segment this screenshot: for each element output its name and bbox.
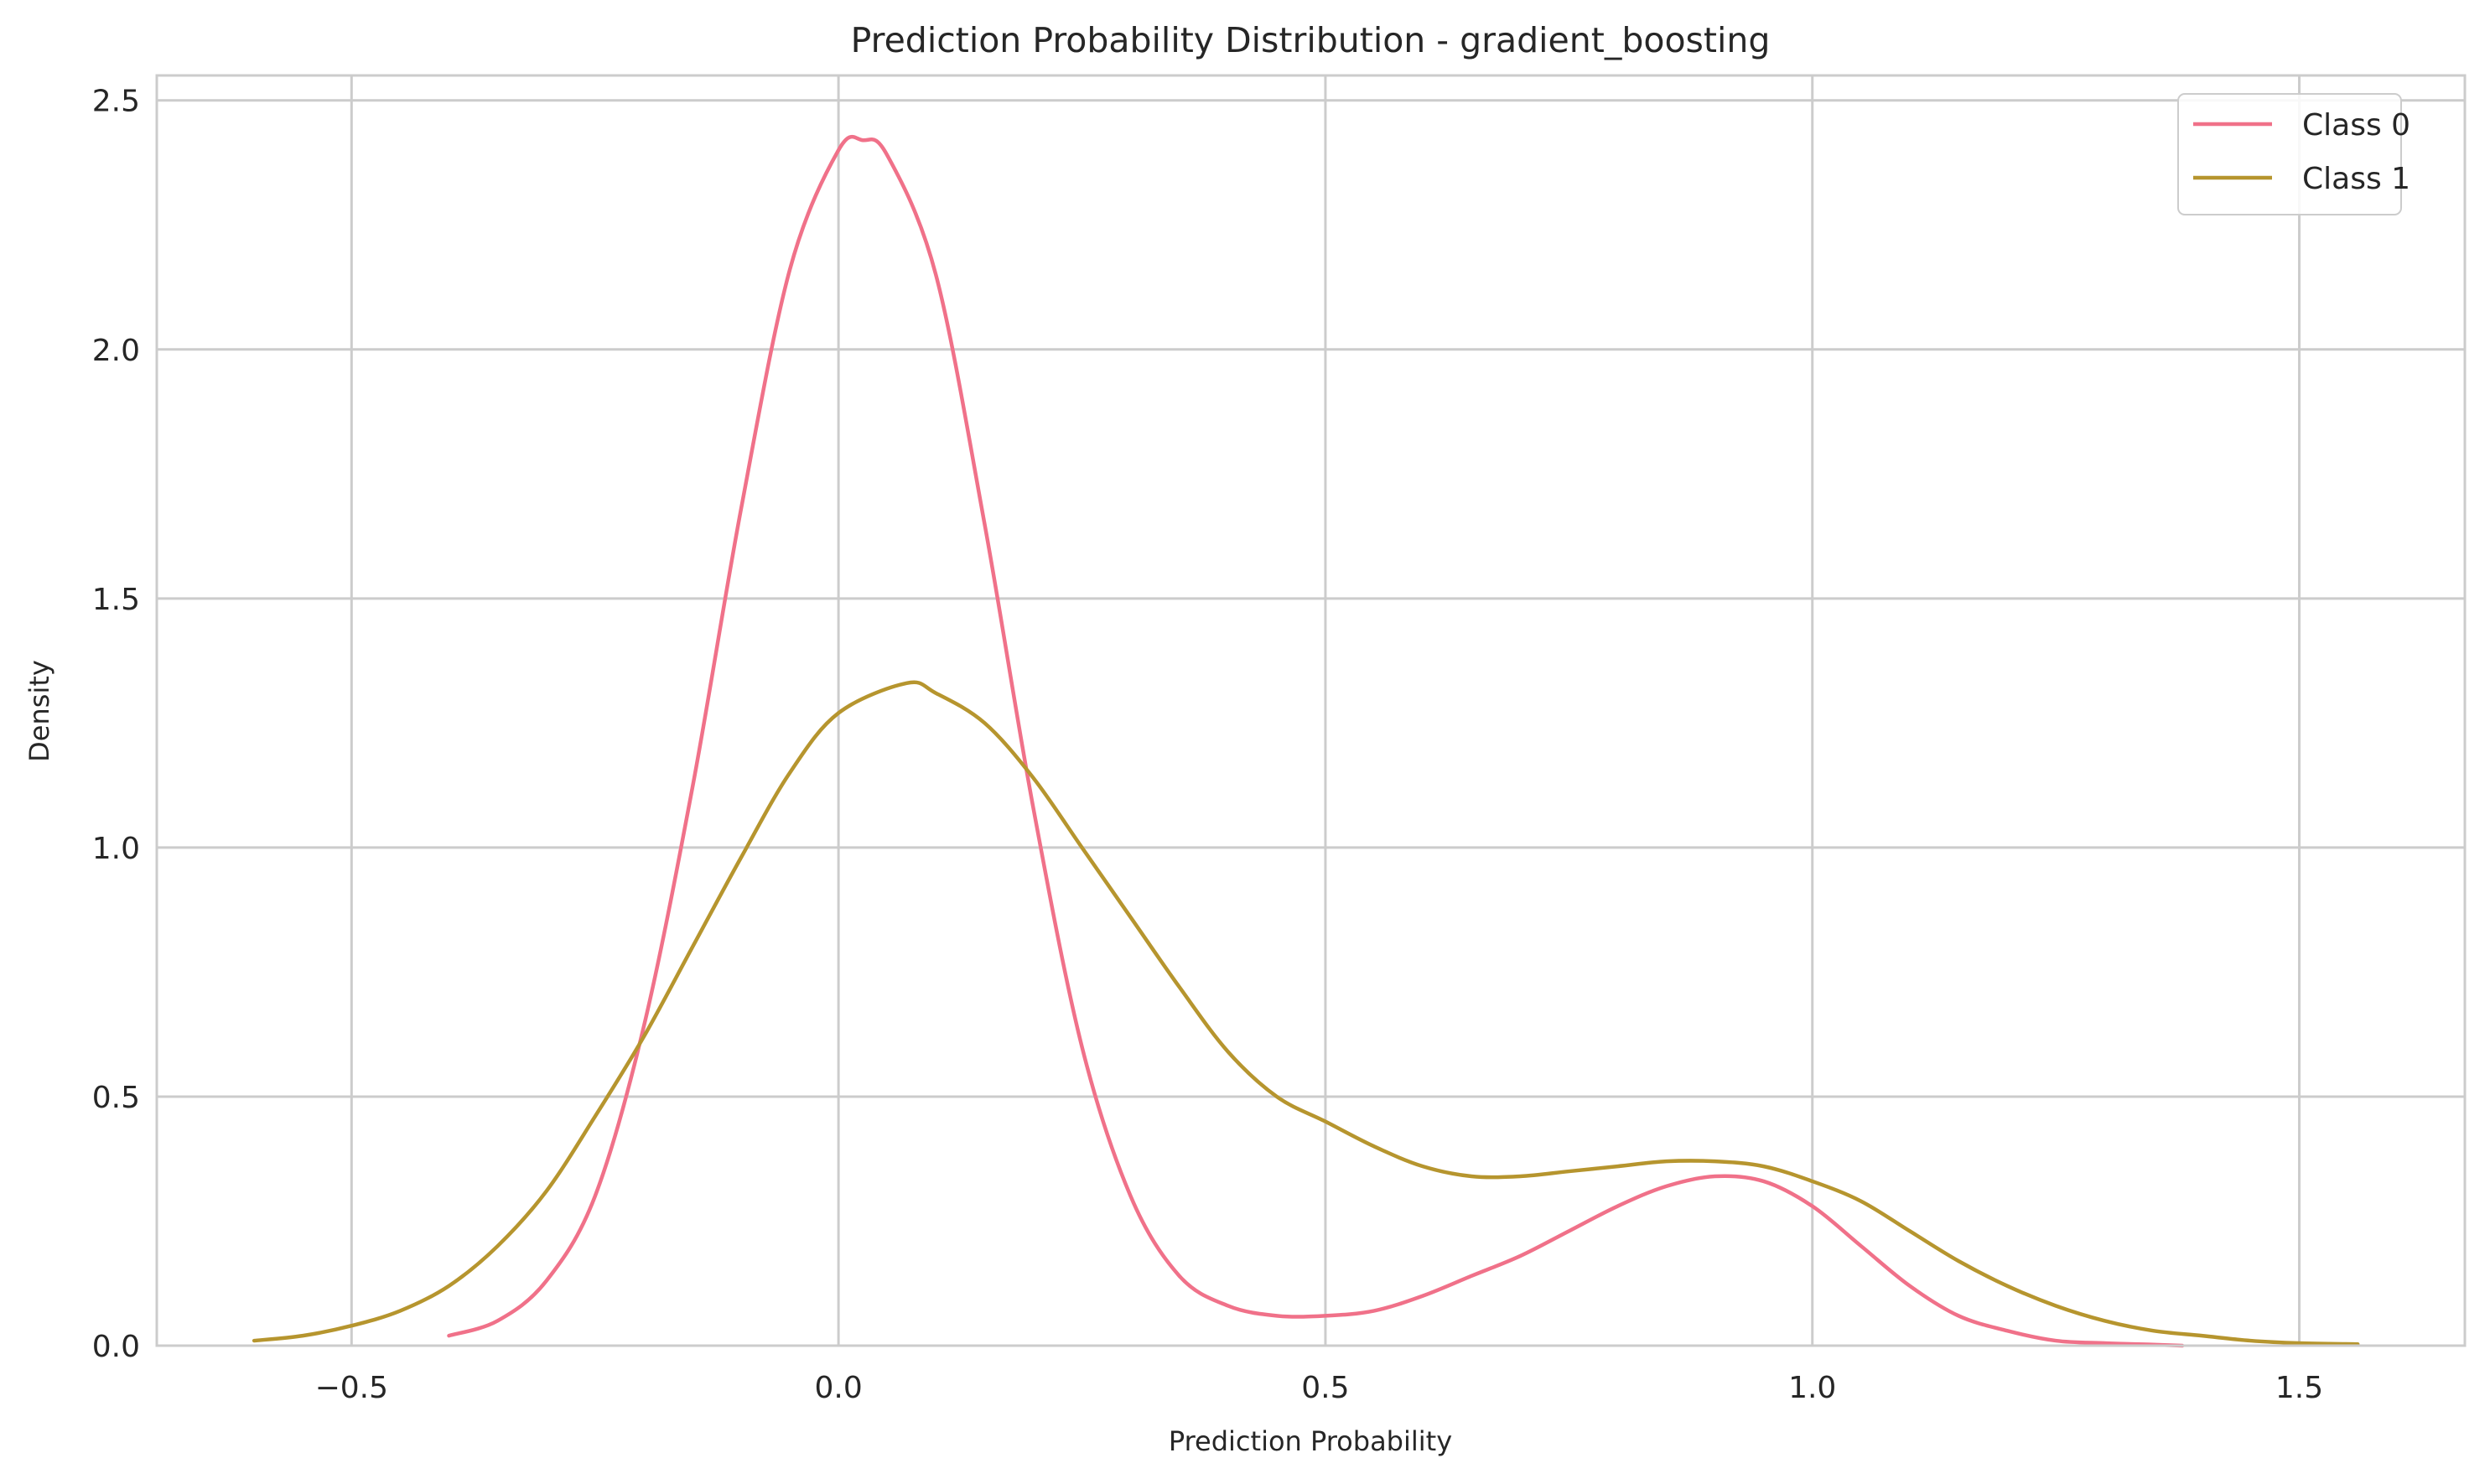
- chart-title: Prediction Probability Distribution - gr…: [851, 20, 1771, 60]
- series-line-class-1: [252, 680, 2360, 1346]
- plot-background: [157, 75, 2465, 1346]
- y-tick-labels: 0.0 0.5 1.0 1.5 2.0 2.5: [92, 85, 140, 1364]
- x-tick-label: 1.0: [1788, 1371, 1836, 1405]
- y-tick-label: 0.0: [92, 1330, 140, 1364]
- series-line-class-0: [447, 134, 2185, 1348]
- y-axis-title: Density: [23, 660, 55, 762]
- y-tick-label: 0.5: [92, 1081, 140, 1115]
- legend-label-class-0: Class 0: [2302, 108, 2410, 143]
- plot-frame: [155, 74, 2467, 1347]
- x-tick-labels: −0.5 0.0 0.5 1.0 1.5: [315, 1371, 2324, 1405]
- y-tick-label: 1.0: [92, 832, 140, 866]
- legend: Class 0 Class 1: [2177, 93, 2410, 215]
- y-tick-label: 1.5: [92, 583, 140, 617]
- x-tick-label: −0.5: [315, 1371, 388, 1405]
- series-layer: [252, 134, 2360, 1348]
- y-tick-label: 2.0: [92, 334, 140, 368]
- legend-label-class-1: Class 1: [2302, 162, 2410, 196]
- x-tick-label: 0.0: [814, 1371, 862, 1405]
- x-tick-label: 0.5: [1301, 1371, 1349, 1405]
- x-tick-label: 1.5: [2275, 1371, 2323, 1405]
- y-tick-label: 2.5: [92, 85, 140, 119]
- x-axis-title: Prediction Probability: [1169, 1425, 1452, 1457]
